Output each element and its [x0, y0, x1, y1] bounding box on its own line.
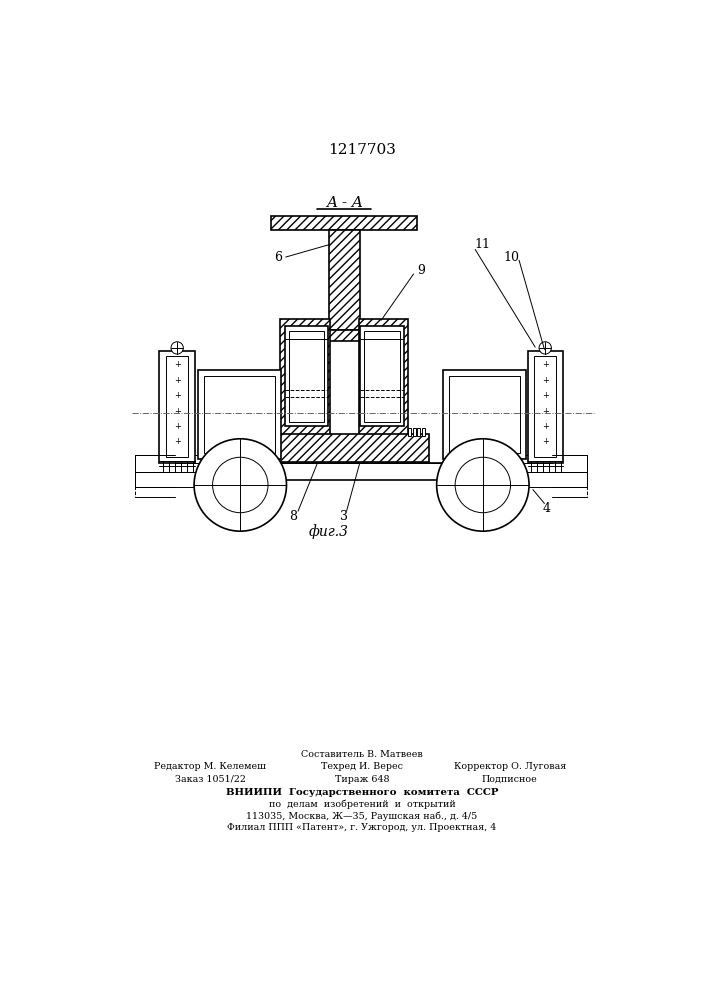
- Text: Техред И. Верес: Техред И. Верес: [321, 762, 403, 771]
- Bar: [267, 428, 269, 436]
- Text: 4: 4: [543, 502, 551, 515]
- Bar: [449, 376, 520, 453]
- Text: 6: 6: [274, 251, 282, 264]
- Bar: [204, 376, 275, 453]
- Bar: [198, 370, 281, 459]
- Circle shape: [455, 457, 510, 513]
- Bar: [413, 428, 416, 436]
- Bar: [467, 455, 587, 472]
- Bar: [288, 331, 325, 422]
- Text: Заказ 1051/22: Заказ 1051/22: [175, 775, 246, 784]
- Text: 1217703: 1217703: [328, 143, 396, 157]
- Circle shape: [194, 439, 286, 531]
- Text: Тираж 648: Тираж 648: [334, 775, 389, 784]
- Text: +: +: [542, 391, 549, 400]
- Text: фиг.3: фиг.3: [309, 525, 349, 539]
- Bar: [285, 326, 328, 426]
- Text: Корректор О. Луговая: Корректор О. Луговая: [454, 762, 566, 771]
- Text: +: +: [542, 437, 549, 446]
- Text: +: +: [174, 360, 180, 369]
- Bar: [160, 351, 195, 463]
- Bar: [311, 330, 378, 341]
- Text: по  делам  изобретений  и  открытий: по делам изобретений и открытий: [269, 800, 455, 809]
- Text: +: +: [174, 422, 180, 431]
- Bar: [359, 319, 408, 457]
- Text: +: +: [174, 407, 180, 416]
- Text: +: +: [542, 422, 549, 431]
- Bar: [422, 428, 425, 436]
- Text: +: +: [542, 407, 549, 416]
- Text: 9: 9: [417, 264, 425, 277]
- Bar: [259, 434, 429, 462]
- Bar: [271, 216, 417, 230]
- Bar: [534, 356, 556, 457]
- Bar: [166, 356, 188, 457]
- Bar: [408, 428, 411, 436]
- Text: 3: 3: [340, 510, 349, 523]
- Text: Составитель В. Матвеев: Составитель В. Матвеев: [301, 750, 423, 759]
- Text: 10: 10: [503, 251, 520, 264]
- Text: +: +: [174, 437, 180, 446]
- Circle shape: [539, 342, 551, 354]
- Circle shape: [213, 457, 268, 513]
- Bar: [175, 463, 552, 480]
- Text: Филиал ППП «Патент», г. Ужгород, ул. Проектная, 4: Филиал ППП «Патент», г. Ужгород, ул. Про…: [228, 823, 496, 832]
- Bar: [527, 351, 563, 463]
- Circle shape: [171, 342, 183, 354]
- Bar: [443, 370, 526, 459]
- Circle shape: [437, 439, 529, 531]
- Text: 11: 11: [475, 238, 491, 251]
- Text: 8: 8: [288, 510, 297, 523]
- Text: +: +: [174, 391, 180, 400]
- Text: Подписное: Подписное: [482, 775, 537, 784]
- Text: 113035, Москва, Ж—35, Раушская наб., д. 4/5: 113035, Москва, Ж—35, Раушская наб., д. …: [246, 811, 477, 821]
- Text: +: +: [542, 360, 549, 369]
- Bar: [329, 230, 360, 330]
- Bar: [135, 455, 254, 472]
- Bar: [364, 331, 399, 422]
- Bar: [467, 472, 587, 487]
- Bar: [271, 428, 274, 436]
- Bar: [135, 472, 254, 487]
- Text: Редактор М. Келемеш: Редактор М. Келемеш: [154, 762, 267, 771]
- Text: ВНИИПИ  Государственного  комитета  СССР: ВНИИПИ Государственного комитета СССР: [226, 788, 498, 797]
- Bar: [361, 326, 404, 426]
- Bar: [281, 319, 329, 457]
- Bar: [417, 428, 421, 436]
- Text: +: +: [174, 376, 180, 385]
- Text: +: +: [542, 376, 549, 385]
- Bar: [276, 428, 279, 436]
- Text: A - A: A - A: [326, 196, 363, 210]
